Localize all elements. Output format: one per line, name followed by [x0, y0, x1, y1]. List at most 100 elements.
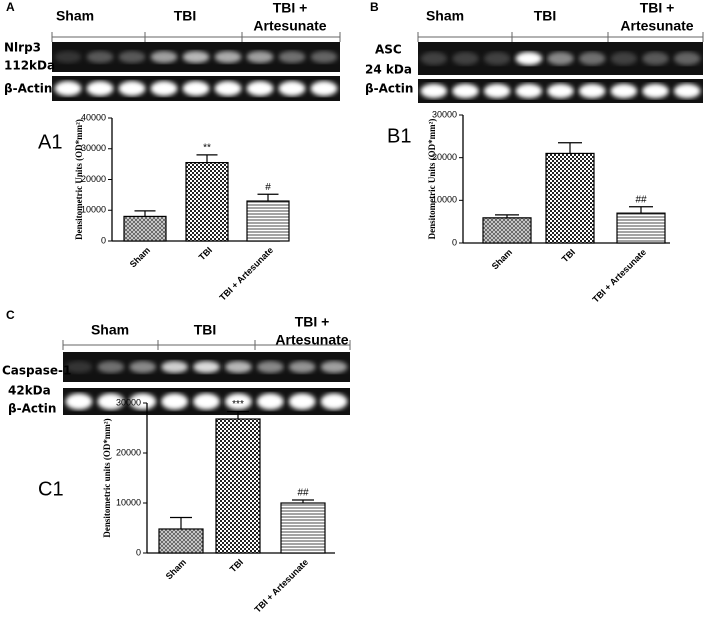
x-tick-label: TBI	[197, 245, 214, 262]
y-tick-label: 0	[136, 547, 141, 557]
x-tick-label: TBI	[228, 557, 245, 574]
blot-band	[578, 51, 606, 66]
y-tick-label: 30000	[81, 143, 106, 153]
blot-band	[182, 51, 210, 63]
panel-label: C	[6, 308, 15, 322]
blot-band	[118, 51, 146, 63]
y-tick-label: 20000	[116, 447, 141, 457]
blot-band	[65, 361, 93, 373]
blot-band	[129, 393, 157, 410]
blot-band	[182, 81, 210, 96]
blot-band	[161, 361, 189, 373]
blot-band	[256, 361, 284, 373]
group-label: Artesunate	[275, 332, 348, 348]
x-tick-label: TBI + Artesunate	[218, 245, 276, 303]
y-axis-label: Densitometric units (OD*mm²)	[102, 418, 112, 537]
blot-band	[483, 83, 511, 99]
x-tick-label: Sham	[490, 247, 514, 271]
y-tick-label: 0	[101, 235, 106, 245]
y-axis-label: Densitometric Units (OD*mm²)	[74, 119, 84, 240]
blot-band	[97, 361, 125, 373]
panel-label: A1	[38, 131, 62, 153]
protein-label: 24 kDa	[365, 63, 412, 77]
panel-label: A	[6, 0, 15, 14]
bar	[185, 161, 229, 242]
y-tick-label: 20000	[81, 174, 106, 184]
group-label: Sham	[56, 8, 94, 24]
blot-band	[246, 51, 274, 63]
y-tick-label: 10000	[81, 205, 106, 215]
bar	[545, 152, 595, 244]
blot-band	[610, 51, 638, 66]
group-label: Artesunate	[253, 18, 326, 34]
blot-band	[224, 361, 252, 373]
x-tick-label: Sham	[128, 245, 152, 269]
protein-label: Caspase-1	[2, 364, 71, 378]
blot-band	[452, 51, 479, 66]
protein-label: Nlrp3	[4, 41, 41, 55]
control-label: β-Actin	[4, 82, 52, 96]
blot-band	[278, 81, 306, 96]
blot-band	[452, 83, 479, 99]
bar	[616, 212, 666, 244]
significance: #	[265, 182, 271, 193]
protein-label: 112kDa	[4, 59, 55, 73]
blot-band	[515, 83, 543, 99]
blot-band	[54, 51, 82, 63]
y-tick-label: 30000	[116, 397, 141, 407]
x-tick-label: TBI + Artesunate	[253, 557, 311, 615]
blot-band	[118, 81, 146, 96]
y-tick-label: 10000	[116, 497, 141, 507]
x-tick-label: Sham	[164, 557, 188, 581]
group-label: TBI	[174, 8, 197, 24]
blot-band	[547, 51, 574, 66]
blot-band	[129, 361, 157, 373]
significance: ##	[635, 194, 647, 205]
blot-band	[86, 51, 114, 63]
blot-band	[65, 393, 93, 410]
panel-label: B	[370, 0, 379, 14]
bar	[280, 502, 326, 554]
blot-band	[161, 393, 189, 410]
group-label: TBI +	[295, 314, 330, 330]
bar	[123, 215, 167, 242]
blot-band	[578, 83, 606, 99]
x-tick-label: TBI	[560, 247, 577, 264]
panel-label: B1	[387, 125, 411, 147]
blot-band	[86, 81, 114, 96]
bar	[482, 217, 532, 244]
blot-band	[483, 51, 511, 66]
control-label: β-Actin	[365, 82, 413, 96]
protein-label: 42kDa	[8, 384, 51, 398]
blot-band	[610, 83, 638, 99]
y-tick-label: 0	[452, 237, 457, 247]
blot-band	[547, 83, 574, 99]
group-label: TBI	[534, 8, 557, 24]
significance: **	[203, 143, 211, 154]
y-tick-label: 40000	[81, 112, 106, 122]
significance: ***	[232, 399, 244, 410]
group-label: Sham	[426, 8, 464, 24]
blot-band	[97, 393, 125, 410]
blot-band	[420, 83, 448, 99]
group-label: TBI +	[640, 0, 675, 16]
group-label: Sham	[91, 322, 129, 338]
bar	[158, 528, 204, 554]
y-tick-label: 30000	[432, 109, 457, 119]
blot-band	[150, 81, 178, 96]
protein-label: ASC	[375, 43, 402, 57]
group-label: Artesunate	[620, 18, 693, 34]
y-tick-label: 10000	[432, 195, 457, 205]
blot-band	[642, 83, 669, 99]
blot-band	[310, 81, 338, 96]
blot-band	[150, 51, 178, 63]
blot-band	[288, 361, 316, 373]
blot-band	[224, 393, 252, 410]
bar	[215, 418, 261, 554]
blot-band	[256, 393, 284, 410]
blot-band	[673, 83, 701, 99]
blot-band	[193, 393, 220, 410]
bar	[246, 200, 290, 242]
y-tick-label: 20000	[432, 152, 457, 162]
